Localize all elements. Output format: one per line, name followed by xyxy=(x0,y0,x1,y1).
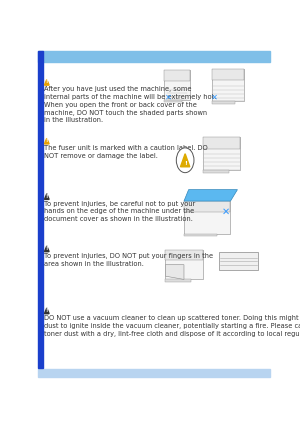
Bar xyxy=(164,100,182,103)
Polygon shape xyxy=(184,190,238,201)
Polygon shape xyxy=(44,138,49,144)
Text: After you have just used the machine, some
internal parts of the machine will be: After you have just used the machine, so… xyxy=(44,86,217,123)
Bar xyxy=(165,250,202,279)
Text: !: ! xyxy=(46,138,48,143)
Polygon shape xyxy=(44,194,49,199)
Text: !: ! xyxy=(46,79,48,84)
Text: To prevent injuries, DO NOT put your fingers in the
area shown in the illustrati: To prevent injuries, DO NOT put your fin… xyxy=(44,253,214,267)
Polygon shape xyxy=(181,154,190,167)
Polygon shape xyxy=(165,265,184,279)
Polygon shape xyxy=(44,79,49,85)
Bar xyxy=(38,51,43,368)
Text: !: ! xyxy=(46,194,48,199)
Bar xyxy=(184,234,217,236)
Bar xyxy=(184,201,230,212)
Text: ✕: ✕ xyxy=(211,93,218,102)
Bar xyxy=(202,137,240,149)
Polygon shape xyxy=(44,246,49,252)
Bar xyxy=(212,69,244,80)
Bar xyxy=(165,279,191,282)
Text: !: ! xyxy=(184,161,187,166)
Bar xyxy=(164,70,190,81)
Bar xyxy=(202,170,229,173)
Text: !: ! xyxy=(46,308,48,313)
Text: DO NOT use a vacuum cleaner to clean up scattered toner. Doing this might cause : DO NOT use a vacuum cleaner to clean up … xyxy=(44,315,300,337)
Text: !: ! xyxy=(46,246,48,251)
Bar xyxy=(212,69,244,101)
Text: ✕: ✕ xyxy=(165,92,172,101)
Bar xyxy=(184,201,230,234)
Text: The fuser unit is marked with a caution label. DO
NOT remove or damage the label: The fuser unit is marked with a caution … xyxy=(44,145,208,159)
Circle shape xyxy=(176,148,194,173)
Bar xyxy=(38,51,270,62)
Bar xyxy=(202,137,240,170)
Polygon shape xyxy=(44,308,49,314)
Bar xyxy=(38,369,270,377)
Bar xyxy=(164,70,190,100)
Bar xyxy=(219,252,258,270)
Bar xyxy=(165,250,202,260)
Text: 105: 105 xyxy=(56,371,68,376)
Bar xyxy=(212,101,235,104)
Text: To prevent injuries, be careful not to put your
hands on the edge of the machine: To prevent injuries, be careful not to p… xyxy=(44,201,196,222)
Text: ✕: ✕ xyxy=(221,206,230,217)
